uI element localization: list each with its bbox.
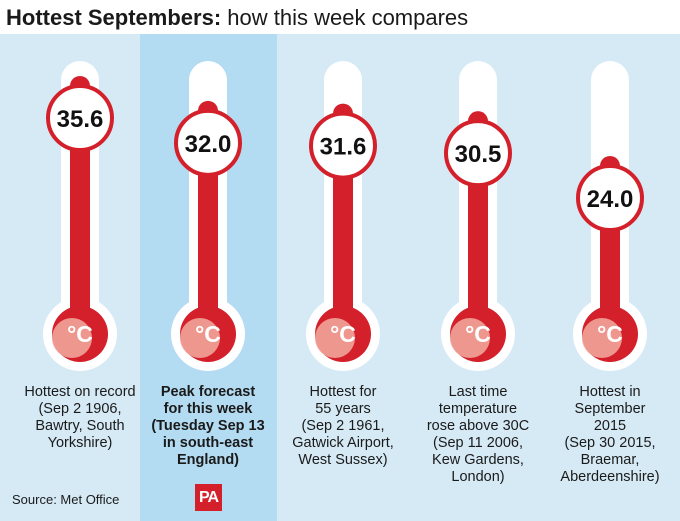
unit-label: °C [195,321,221,347]
unit-label: °C [67,321,93,347]
value-badge [444,119,512,188]
value-label: 24.0 [587,186,634,213]
caption-line: in south-east [162,435,254,451]
caption-line: (Tuesday Sep 13 [151,418,265,434]
caption-line: Peak forecast [160,384,256,400]
value-label: 31.6 [320,134,367,161]
caption-line: Hottest on record [24,384,136,400]
unit-label: °C [330,321,356,347]
caption-line: Yorkshire) [47,435,113,451]
caption-line: 2015 [593,418,627,434]
caption-line: Last time [448,384,508,400]
caption-line: September [574,401,646,417]
caption-line: Bawtry, South [35,418,125,434]
value-label: 30.5 [455,141,502,168]
caption-line: Gatwick Airport, [292,435,394,451]
caption-line: 55 years [315,401,371,417]
chart-title: Hottest Septembers: how this week compar… [6,4,468,32]
caption-line: West Sussex) [298,452,388,468]
caption-4: Last time temperature rose above 30C (Sep 1… [412,384,544,486]
caption-line: (Sep 30 2015, [564,435,656,451]
caption-3: Hottest for 55 years (Sep 2 1961, Gatwick A… [277,384,409,469]
caption-line: temperature [438,401,518,417]
value-badge [309,111,377,180]
value-label: 35.6 [57,106,104,133]
caption-line: Aberdeenshire) [560,469,660,485]
caption-line: (Sep 2 1906, [38,401,122,417]
caption-5: Hottest in September 2015 (Sep 30 2015, Brae… [544,384,676,486]
caption-1: Hottest on record (Sep 2 1906, Bawtry, Sou… [14,384,146,452]
bulb-shine [315,318,355,358]
caption-line: Kew Gardens, [432,452,524,468]
bulb-shine [450,318,490,358]
bulb-shine [52,318,92,358]
caption-2: Peak forecast for this week (Tuesday Sep 1… [142,384,274,469]
bulb-shine [180,318,220,358]
thermometer-chart: °C 35.6 °C 32.0 °C 31.6 °C 30.5 °C 24.0 [43,61,647,371]
caption-line: Braemar, [580,452,640,468]
caption-line: England) [176,452,240,468]
caption-line: London) [451,469,505,485]
value-badge [576,164,644,232]
value-badge [46,84,114,152]
caption-line: Hottest for [309,384,377,400]
pa-logo: PA [195,484,222,511]
unit-label: °C [597,321,623,347]
value-badge [174,108,242,177]
caption-line: for this week [163,401,253,417]
unit-label: °C [465,321,491,347]
bulb-shine [582,318,622,358]
caption-line: rose above 30C [426,418,530,434]
caption-line: Hottest in [579,384,641,400]
title-bold: Hottest Septembers: [6,5,222,30]
title-rest: how this week compares [227,5,469,30]
source-note: Source: Met Office [12,492,120,507]
caption-line: (Sep 2 1961, [301,418,385,434]
caption-line: (Sep 11 2006, [432,435,524,451]
value-label: 32.0 [185,131,232,158]
